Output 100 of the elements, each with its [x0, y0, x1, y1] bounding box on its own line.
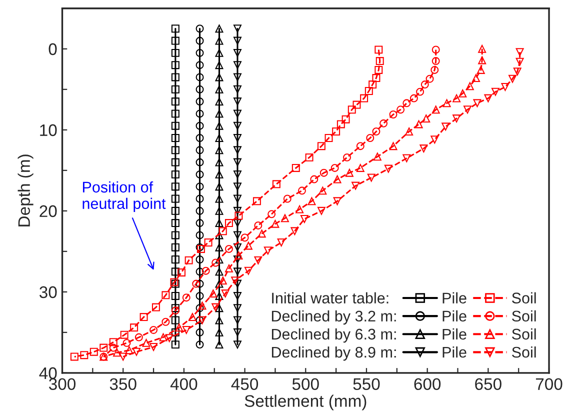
- point: [215, 61, 224, 70]
- point: [478, 56, 486, 64]
- point: [271, 220, 280, 228]
- point: [175, 324, 184, 332]
- legend-label: Soil: [512, 346, 536, 358]
- point: [234, 328, 242, 336]
- point: [80, 351, 88, 360]
- point: [196, 134, 204, 142]
- point: [324, 134, 333, 142]
- point: [171, 85, 180, 94]
- point: [244, 242, 252, 250]
- point: [196, 98, 204, 106]
- point: [171, 110, 180, 118]
- point: [140, 313, 148, 322]
- point: [410, 94, 418, 102]
- point: [292, 164, 300, 172]
- point: [224, 244, 233, 253]
- point: [420, 144, 428, 153]
- point: [373, 152, 382, 161]
- point: [209, 290, 218, 298]
- point: [171, 219, 180, 228]
- point: [290, 227, 299, 236]
- annotation: Declined by 8.9 m:: [272, 346, 396, 361]
- point: [196, 110, 204, 118]
- point: [234, 206, 242, 215]
- point: [356, 164, 364, 172]
- point: [367, 174, 376, 182]
- point: [234, 316, 242, 324]
- point: [516, 48, 524, 56]
- point: [374, 46, 383, 54]
- point: [452, 94, 461, 102]
- annotation: Declined by 3.2 m:: [272, 310, 396, 325]
- point: [218, 227, 227, 236]
- point: [345, 168, 354, 177]
- point: [280, 214, 289, 222]
- point: [432, 57, 440, 66]
- point: [215, 85, 224, 94]
- point: [113, 348, 122, 357]
- point: [182, 326, 190, 334]
- x-tick-label: 700: [536, 378, 562, 390]
- point: [150, 326, 158, 334]
- point: [212, 258, 220, 267]
- y-tick-label: 20: [40, 205, 57, 218]
- point: [171, 292, 180, 300]
- point: [336, 120, 345, 128]
- point: [396, 106, 405, 114]
- x-tick-label: 550: [353, 378, 380, 390]
- point: [120, 330, 128, 339]
- point: [215, 170, 224, 178]
- point: [317, 142, 326, 150]
- x-tick-label: 500: [292, 378, 319, 390]
- point: [196, 122, 204, 130]
- point: [234, 73, 242, 82]
- point: [171, 243, 180, 252]
- point: [430, 66, 439, 74]
- point: [442, 122, 450, 131]
- point: [320, 168, 328, 177]
- point: [171, 170, 180, 178]
- point: [384, 164, 392, 173]
- point: [171, 73, 180, 82]
- point: [212, 303, 220, 312]
- point: [389, 142, 398, 150]
- point: [215, 48, 224, 57]
- point: [171, 134, 180, 142]
- point: [356, 142, 364, 150]
- point: [234, 182, 242, 191]
- point: [171, 340, 180, 349]
- point: [234, 304, 242, 312]
- point: [184, 256, 193, 264]
- point: [215, 98, 224, 106]
- point: [234, 231, 242, 240]
- x-tick-label: 350: [110, 378, 136, 390]
- point: [389, 110, 398, 118]
- point: [196, 182, 204, 191]
- point: [215, 316, 224, 324]
- point: [162, 291, 170, 300]
- point: [348, 106, 356, 114]
- point: [162, 318, 170, 326]
- point: [234, 36, 242, 45]
- point: [333, 175, 342, 184]
- point: [364, 87, 373, 95]
- point: [215, 122, 224, 130]
- point: [240, 234, 249, 242]
- point: [277, 238, 286, 246]
- point: [501, 82, 510, 91]
- point: [268, 210, 276, 218]
- point: [380, 119, 388, 128]
- point: [196, 268, 204, 276]
- point: [188, 313, 196, 322]
- point: [109, 338, 118, 346]
- point: [224, 219, 233, 228]
- point: [333, 197, 342, 206]
- point: [202, 266, 210, 275]
- point: [317, 206, 326, 215]
- annotation: Position of neutral point: [82, 181, 166, 212]
- point: [254, 221, 262, 230]
- point: [352, 100, 361, 109]
- point: [142, 338, 150, 347]
- point: [134, 333, 143, 342]
- point: [171, 256, 180, 264]
